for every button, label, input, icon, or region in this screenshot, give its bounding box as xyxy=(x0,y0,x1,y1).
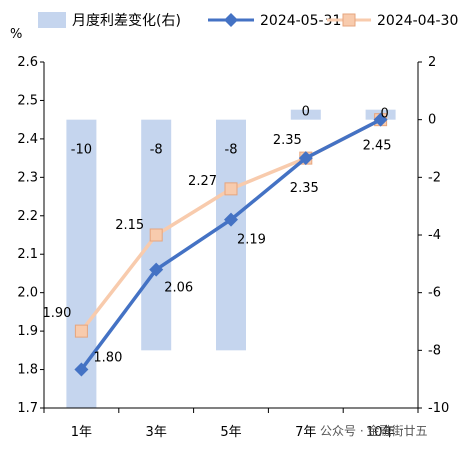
left-tick-label-6: 2.3 xyxy=(17,170,38,185)
left-tick-label-0: 1.7 xyxy=(17,401,38,416)
series-0-point-0 xyxy=(74,362,89,377)
series-1-point-1 xyxy=(149,228,163,242)
series-0-point-2 xyxy=(224,212,238,227)
y-unit-label: % xyxy=(10,27,22,42)
legend-label-bar: 月度利差变化(右) xyxy=(72,13,181,29)
left-tick-label-9: 2.6 xyxy=(17,55,38,70)
s1-label-1: 2.15 xyxy=(115,218,144,233)
x-tick-label-2: 5年 xyxy=(220,425,241,440)
legend-swatch-bar xyxy=(38,12,66,28)
s0-label-4: 2.45 xyxy=(363,139,392,154)
legend-label-s1: 2024-04-30 xyxy=(377,13,458,29)
legend-marker-s1 xyxy=(342,13,356,27)
bar-2 xyxy=(216,119,246,351)
s0-label-3: 2.35 xyxy=(290,181,319,196)
x-tick-label-3: 7年 xyxy=(295,425,316,440)
series-0-point-3 xyxy=(298,151,313,166)
legend: 月度利差变化(右) 2024-05-31 2024-04-30 xyxy=(38,12,458,29)
s0-label-1: 2.06 xyxy=(164,281,193,296)
series-1-point-2 xyxy=(224,182,238,196)
axes: 1.7 1.8 1.9 2.0 2.1 2.2 2.3 2.4 2.5 2.6 -10 -8 -6 -4 -… xyxy=(17,55,449,440)
s1-label-3: 2.35 xyxy=(273,133,302,148)
bar-0 xyxy=(66,119,97,409)
left-tick-label-7: 2.4 xyxy=(17,132,38,147)
left-tick-label-3: 2.0 xyxy=(17,286,38,301)
right-tick-label-3: -4 xyxy=(428,228,441,243)
bar-series xyxy=(66,109,396,409)
bar-label-2: -8 xyxy=(225,143,238,158)
series-0-point-4 xyxy=(373,112,388,127)
x-tick-label-1: 3年 xyxy=(146,425,167,440)
s1-label-2: 2.27 xyxy=(188,174,217,189)
legend-marker-s0 xyxy=(224,13,238,27)
series-1-point-0 xyxy=(74,324,88,338)
bar-3 xyxy=(290,109,321,120)
bar-label-3: 0 xyxy=(302,105,310,120)
right-tick-label-5: 0 xyxy=(428,113,436,128)
left-tick-label-2: 1.9 xyxy=(17,324,38,339)
right-tick-label-4: -2 xyxy=(428,170,441,185)
left-tick-label-1: 1.8 xyxy=(17,363,38,378)
x-tick-label-4: 10年 xyxy=(366,425,396,440)
left-tick-label-5: 2.2 xyxy=(17,209,38,224)
legend-label-s0: 2024-05-31 xyxy=(260,13,341,29)
line-series xyxy=(74,112,388,377)
right-tick-label-6: 2 xyxy=(428,55,436,70)
right-tick-label-0: -10 xyxy=(428,401,449,416)
x-tick-label-0: 1年 xyxy=(71,425,92,440)
bar-label-1: -8 xyxy=(150,143,163,158)
watermark: 公众号 · 金融街廿五 xyxy=(320,423,427,438)
s1-label-4: 0 xyxy=(380,107,388,122)
right-tick-label-1: -8 xyxy=(428,343,441,358)
bar-label-0: -10 xyxy=(71,143,92,158)
left-tick-label-8: 2.5 xyxy=(17,93,38,108)
s0-label-0: 1.80 xyxy=(93,351,122,366)
s1-label-0: 1.90 xyxy=(42,306,71,321)
left-tick-label-4: 2.1 xyxy=(17,247,38,262)
series-0-point-1 xyxy=(149,262,164,277)
right-tick-label-2: -6 xyxy=(428,286,441,301)
data-labels: -10 -8 -8 0 1.80 2.06 2.19 2.35 2.45 1.90 2.15 2.27… xyxy=(42,105,391,366)
s0-label-2: 2.19 xyxy=(237,233,266,248)
